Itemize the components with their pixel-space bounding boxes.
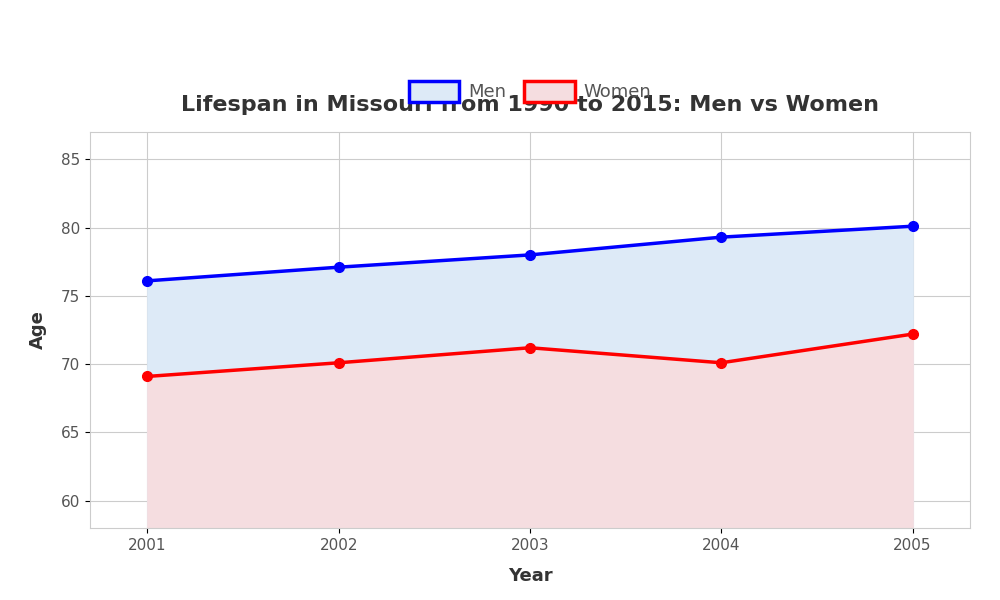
Legend: Men, Women: Men, Women [401,74,659,109]
Y-axis label: Age: Age [29,311,47,349]
X-axis label: Year: Year [508,566,552,584]
Title: Lifespan in Missouri from 1990 to 2015: Men vs Women: Lifespan in Missouri from 1990 to 2015: … [181,95,879,115]
